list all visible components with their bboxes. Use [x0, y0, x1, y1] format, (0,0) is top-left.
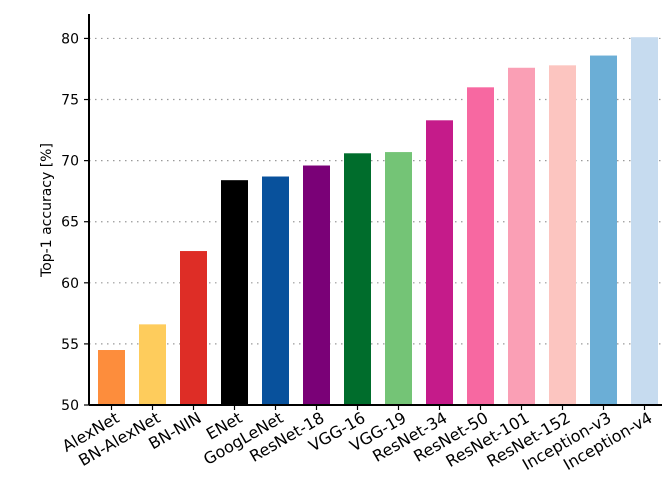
grid: [89, 37, 662, 345]
y-tick-label: 55: [61, 337, 79, 353]
y-tick-label: 65: [61, 215, 79, 231]
bar-alexnet: [98, 350, 125, 405]
bar-bn-nin: [180, 251, 207, 405]
y-tick-labels: 50 55 60 65 70 75 80: [61, 31, 79, 414]
bar-enet: [221, 180, 248, 405]
x-tick-labels: AlexNetBN-AlexNetBN-NINENetGoogLeNetResN…: [59, 408, 656, 474]
y-tick-label: 60: [61, 276, 79, 292]
bar-resnet-50: [467, 87, 494, 405]
bar-resnet-152: [549, 65, 576, 405]
y-tick-label: 80: [61, 31, 79, 47]
y-tick-label: 75: [61, 93, 79, 109]
bar-resnet-18: [303, 165, 330, 405]
bar-resnet-34: [426, 120, 453, 405]
bar-vgg-16: [344, 153, 371, 405]
bar-resnet-101: [508, 67, 535, 405]
y-axis-title: Top-1 accuracy [%]: [39, 143, 55, 278]
bar-inception-v4: [631, 37, 658, 405]
bar-inception-v3: [590, 55, 617, 405]
bar-bn-alexnet: [139, 324, 166, 405]
axes: [84, 14, 662, 410]
y-tick-label: 70: [61, 154, 79, 170]
y-tick-label: 50: [61, 398, 79, 414]
bar-googlenet: [262, 176, 289, 405]
bars: [98, 37, 658, 405]
bar-vgg-19: [385, 152, 412, 405]
